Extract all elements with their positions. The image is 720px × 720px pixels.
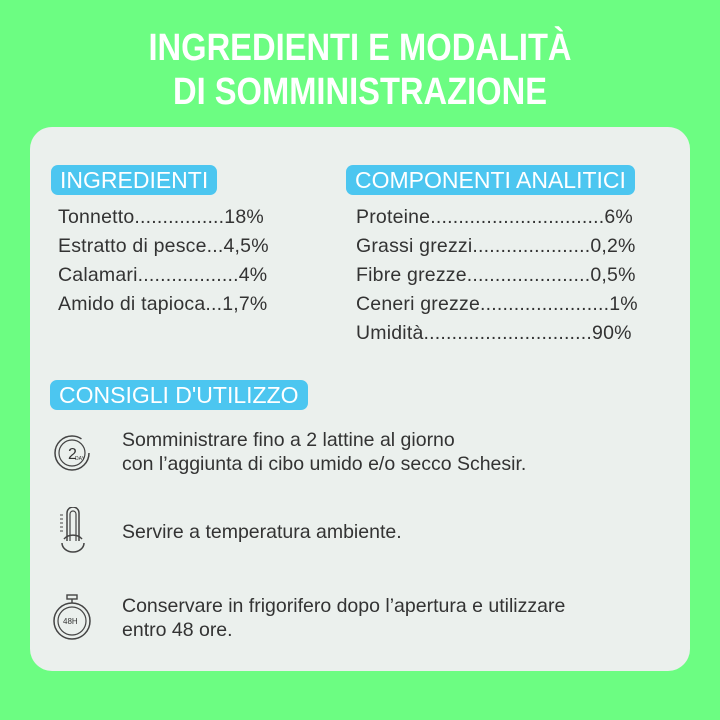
usage-heading: CONSIGLI D'UTILIZZO <box>50 380 308 410</box>
ingredients-list: Tonnetto................18% Estratto di … <box>58 203 269 319</box>
list-item: Amido di tapioca...1,7% <box>58 293 268 315</box>
tip-text: Servire a temperatura ambiente. <box>122 520 402 544</box>
usage-tip: 48H Conservare in frigorifero dopo l’ape… <box>50 593 565 643</box>
list-item: Ceneri grezze.......................1% <box>356 293 638 315</box>
analytics-list: Proteine...............................6… <box>356 203 638 348</box>
analytics-heading: COMPONENTI ANALITICI <box>346 165 635 195</box>
tip-line: Servire a temperatura ambiente. <box>122 521 402 543</box>
svg-text:48H: 48H <box>63 617 78 626</box>
page-title-line1: INGREDIENTI E MODALITÀ <box>148 27 572 69</box>
usage-tip: 2 DAY Somministrare fino a 2 lattine al … <box>50 427 526 477</box>
tip-text: Conservare in frigorifero dopo l’apertur… <box>122 594 565 642</box>
tip-line: Somministrare fino a 2 lattine al giorno <box>122 429 455 451</box>
tip-line: entro 48 ore. <box>122 619 233 641</box>
list-item: Calamari..................4% <box>58 264 268 286</box>
page-title-line2: DI SOMMINISTRAZIONE <box>172 71 547 113</box>
list-item: Tonnetto................18% <box>58 206 264 228</box>
stopwatch-48h-icon: 48H <box>53 594 91 640</box>
list-item: Grassi grezzi.....................0,2% <box>356 235 636 257</box>
list-item: Umidità..............................90% <box>356 322 632 344</box>
svg-text:2: 2 <box>68 446 77 463</box>
list-item: Proteine...............................6… <box>356 206 633 228</box>
info-card: INGREDIENTI Tonnetto................18% … <box>30 127 690 671</box>
tip-line: con l’aggiunta di cibo umido e/o secco S… <box>122 453 527 475</box>
list-item: Fibre grezze......................0,5% <box>356 264 636 286</box>
tip-text: Somministrare fino a 2 lattine al giorno… <box>122 428 526 476</box>
thermometer-icon <box>60 507 85 553</box>
2-day-clock-icon: 2 DAY <box>54 435 90 471</box>
usage-tip: Servire a temperatura ambiente. <box>50 507 402 557</box>
tip-line: Conservare in frigorifero dopo l’apertur… <box>122 595 566 617</box>
svg-text:DAY: DAY <box>75 456 86 462</box>
list-item: Estratto di pesce...4,5% <box>58 235 269 257</box>
ingredients-heading: INGREDIENTI <box>51 165 218 195</box>
